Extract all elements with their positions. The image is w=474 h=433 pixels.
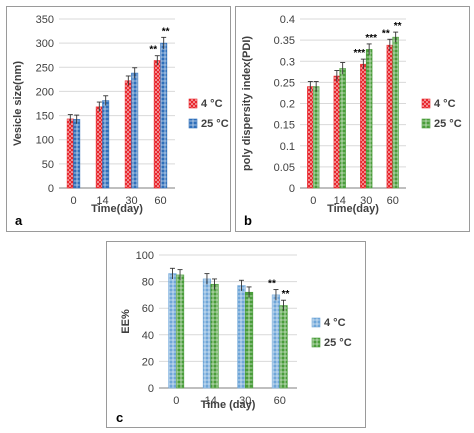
y-tick-label: 150	[36, 111, 54, 123]
bar-c-s1-c3	[279, 305, 288, 389]
x-tick-label: 0	[173, 395, 179, 407]
bar-a-s0-c3	[153, 60, 161, 189]
legend-label: 25 °C	[324, 337, 352, 349]
x-tick-label: 60	[387, 195, 399, 207]
x-tick-label: 0	[70, 195, 76, 207]
significance-label: **	[268, 279, 276, 290]
bar-b-s1-c0	[312, 86, 320, 189]
y-tick-label: 0.35	[274, 35, 295, 47]
legend-swatch	[421, 118, 431, 129]
significance-label: **	[382, 28, 390, 39]
y-tick-label: 0.05	[274, 162, 295, 174]
bar-c-s1-c2	[244, 291, 254, 389]
significance-label: **	[394, 21, 402, 32]
bar-c-s0-c0	[168, 273, 177, 389]
chart-panel-a: 0 50 100 150 200 250 300 350 0 14 30 60 ** ** Vesicle …	[6, 6, 231, 232]
bar-a-s1-c1	[102, 100, 110, 189]
bar-b-s1-c3	[392, 36, 399, 189]
chart-a-svg: 0 50 100 150 200 250 300 350 0 14 30 60 ** ** Vesicle …	[12, 14, 229, 215]
y-tick-label: 0	[148, 383, 154, 395]
legend-label: 4 °C	[324, 317, 346, 329]
bar-b-s0-c2	[360, 63, 367, 189]
bar-c-s1-c0	[175, 274, 185, 389]
y-tick-label: 0.4	[280, 14, 295, 26]
y-tick-label: 100	[36, 135, 54, 147]
x-tick-label: 14	[96, 195, 108, 207]
bar-b-s1-c1	[339, 68, 346, 189]
y-tick-label: 350	[36, 14, 54, 26]
y-tick-label: 0	[289, 183, 295, 195]
legend-label: 4 °C	[434, 98, 456, 110]
y-axis-title: poly dispersity index(PDI)	[241, 36, 253, 171]
x-axis-title: Time (day)	[201, 399, 256, 411]
y-tick-label: 0.2	[280, 99, 295, 111]
x-tick-label: 30	[125, 195, 137, 207]
legend-swatch	[421, 98, 431, 109]
bar-b-s0-c3	[386, 44, 394, 189]
x-axis-title: Time(day)	[91, 203, 143, 215]
bar-b-s0-c1	[333, 75, 341, 189]
panel-label-b: b	[244, 213, 252, 228]
bar-c-s0-c2	[237, 285, 246, 389]
panel-label-c: c	[116, 410, 124, 425]
significance-label: **	[149, 45, 157, 56]
x-tick-label: 60	[274, 395, 286, 407]
bar-a-s1-c3	[160, 42, 168, 189]
legend-label: 25 °C	[201, 118, 229, 130]
chart-c-svg: 0 20 40 60 80 100 0 14 30 60 ** ** EE% Time (day) 4 °C…	[120, 250, 352, 411]
bar-a-s0-c2	[124, 80, 132, 189]
y-axis-title: Vesicle size(nm)	[12, 61, 24, 146]
y-tick-label: 50	[42, 159, 54, 171]
legend-label: 25 °C	[434, 118, 462, 130]
bar-a-s0-c1	[95, 106, 103, 189]
significance-label: **	[282, 289, 290, 300]
bar-b-s0-c0	[307, 86, 314, 189]
x-tick-label: 30	[360, 195, 372, 207]
chart-panel-b: 0 0.05 0.1 0.15 0.2 0.25 0.3 0.35 0.4 0 14 30 *** ***…	[235, 6, 470, 232]
significance-label: ***	[353, 48, 365, 59]
x-tick-label: 14	[334, 195, 346, 207]
bar-c-s0-c3	[271, 294, 281, 389]
panel-label-a: a	[15, 213, 23, 228]
bar-c-s1-c1	[210, 283, 219, 389]
y-tick-label: 0.25	[274, 77, 295, 89]
y-tick-label: 0.1	[280, 141, 295, 153]
legend-swatch	[311, 337, 321, 348]
bar-a-s0-c0	[66, 118, 74, 189]
y-tick-label: 40	[142, 330, 154, 342]
x-tick-label: 14	[205, 395, 217, 407]
significance-label: ***	[365, 33, 377, 44]
x-tick-label: 30	[239, 395, 251, 407]
y-tick-label: 100	[136, 250, 154, 262]
y-tick-label: 0.15	[274, 120, 295, 132]
y-tick-label: 300	[36, 38, 54, 50]
legend-swatch	[188, 98, 198, 109]
bar-a-s1-c0	[73, 119, 81, 189]
x-axis-title: Time(day)	[327, 203, 379, 215]
y-tick-label: 200	[36, 86, 54, 98]
legend-swatch	[311, 317, 321, 328]
y-tick-label: 0	[48, 183, 54, 195]
x-tick-label: 60	[154, 195, 166, 207]
legend-swatch	[188, 118, 198, 129]
bar-b-s1-c2	[365, 49, 373, 189]
x-tick-label: 0	[310, 195, 316, 207]
y-tick-label: 80	[142, 277, 154, 289]
y-tick-label: 20	[142, 356, 154, 368]
chart-panel-c: 0 20 40 60 80 100 0 14 30 60 ** ** EE% Time (day) 4 °C…	[106, 241, 366, 428]
bar-c-s0-c1	[202, 278, 212, 389]
significance-label: **	[162, 26, 170, 37]
y-tick-label: 0.3	[280, 56, 295, 68]
chart-b-svg: 00.050.10.150.20.250.30.350.40 14 30******…	[241, 14, 462, 215]
y-axis-title: EE%	[120, 309, 132, 334]
legend-label: 4 °C	[201, 98, 223, 110]
bar-a-s1-c2	[131, 72, 139, 189]
y-tick-label: 250	[36, 62, 54, 74]
y-tick-label: 60	[142, 303, 154, 315]
